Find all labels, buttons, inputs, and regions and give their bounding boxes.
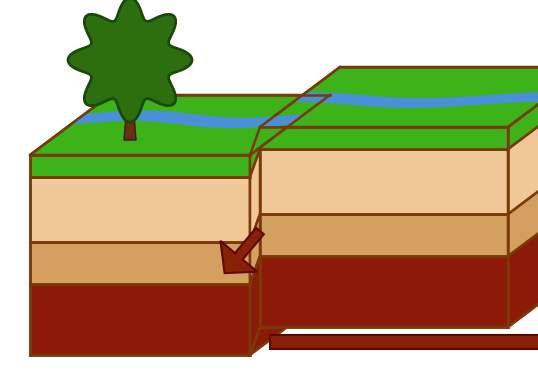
Polygon shape [260,149,508,214]
Polygon shape [250,117,330,242]
Polygon shape [221,228,264,273]
Polygon shape [30,242,250,284]
Polygon shape [508,89,538,214]
Polygon shape [30,95,330,155]
Polygon shape [124,102,136,140]
Polygon shape [250,127,260,177]
Polygon shape [250,214,260,343]
Polygon shape [250,256,260,355]
Polygon shape [68,0,192,122]
Polygon shape [260,256,508,327]
Polygon shape [30,155,250,177]
Polygon shape [508,154,538,256]
Polygon shape [72,111,303,127]
Polygon shape [294,93,538,107]
Polygon shape [250,224,330,355]
Polygon shape [250,149,260,242]
Polygon shape [260,127,508,149]
Polygon shape [250,127,260,355]
Polygon shape [30,177,250,242]
Polygon shape [260,67,538,127]
Polygon shape [250,95,330,177]
Polygon shape [250,214,260,284]
Polygon shape [508,196,538,327]
Polygon shape [250,256,260,355]
Polygon shape [250,182,330,284]
Polygon shape [30,284,250,355]
Polygon shape [260,214,508,256]
Polygon shape [508,67,538,149]
Polygon shape [250,149,260,242]
Polygon shape [270,329,538,355]
Polygon shape [250,127,260,177]
